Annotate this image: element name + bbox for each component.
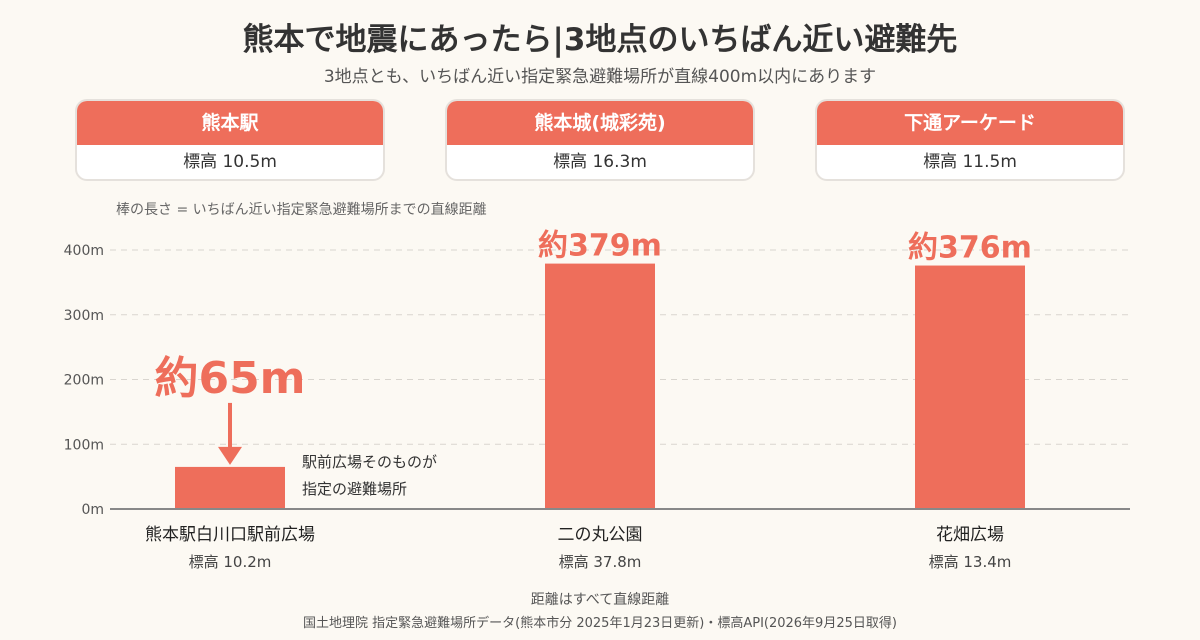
card-location-name: 熊本駅 [77,101,383,145]
footer-source: 国土地理院 指定緊急避難場所データ(熊本市分 2025年1月23日更新)・標高A… [303,616,897,631]
category-elevation: 標高 37.8m [559,553,642,571]
data-label: 約65m [154,353,305,404]
card-location-name: 下通アーケード [817,101,1123,145]
y-tick-label: 400m [64,243,104,259]
x-tick-label: 熊本駅白川口駅前広場 [145,525,315,545]
bar [545,263,655,509]
data-label: 約376m [908,231,1032,266]
location-card-shimotori-arcade: 下通アーケード 標高 11.5m [815,99,1125,181]
chart-note: 棒の長さ = いちばん近い指定緊急避難場所までの直線距離 [116,202,487,218]
category-elevation: 標高 13.4m [929,553,1012,571]
annotation-text: 指定の避難場所 [302,480,407,498]
bar [915,265,1025,509]
page-title: 熊本で地震にあったら|3地点のいちばん近い避難先 [242,22,958,58]
y-tick-label: 100m [64,437,104,453]
data-label: 約379m [538,229,662,264]
y-tick-label: 0m [81,502,104,518]
y-tick-label: 300m [64,308,104,324]
footer-note: 距離はすべて直線距離 [530,592,670,608]
category-elevation: 標高 10.2m [189,553,272,571]
card-elevation: 標高 11.5m [923,152,1017,172]
location-card-kumamoto-station: 熊本駅 標高 10.5m [75,99,385,181]
x-tick-label: 二の丸公園 [558,525,643,545]
location-card-kumamoto-castle: 熊本城(城彩苑) 標高 16.3m [445,99,755,181]
annotation-text: 駅前広場そのものが [302,453,437,471]
x-tick-label: 花畑広場 [936,525,1004,545]
card-elevation: 標高 10.5m [183,152,277,172]
arrow-head [218,446,242,465]
page-subtitle: 3地点とも、いちばん近い指定緊急避難場所が直線400m以内にあります [323,67,877,87]
bar [175,466,285,509]
y-tick-label: 200m [64,373,104,389]
card-location-name: 熊本城(城彩苑) [447,101,753,145]
card-elevation: 標高 16.3m [553,152,647,172]
